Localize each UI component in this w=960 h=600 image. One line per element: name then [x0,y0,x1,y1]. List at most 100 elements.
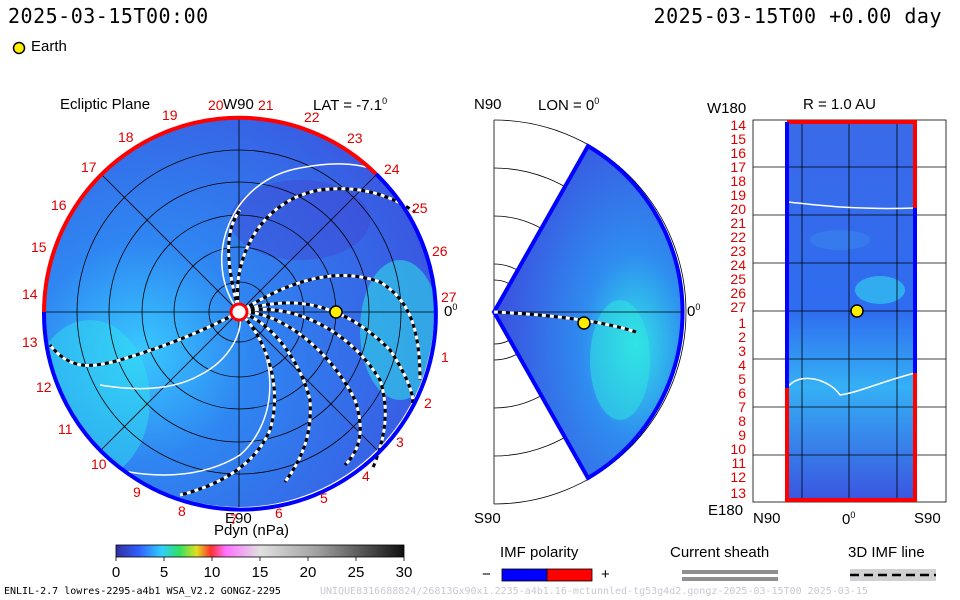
colorbar-tick: 15 [252,564,269,581]
sector-label: 25 [412,200,428,216]
imf-polarity-legend [501,568,593,582]
row-label: 25 [730,271,746,287]
earth-marker-sphere [850,304,864,318]
row-label: 12 [730,469,746,485]
sector-label: 4 [362,468,370,484]
row-label: 8 [738,413,746,429]
timestamp-left: 2025-03-15T00:00 [8,4,209,28]
sector-label: 22 [304,109,320,125]
row-label: 6 [738,385,746,401]
row-label: 15 [730,131,746,147]
sphere-boundary-negative [785,122,917,388]
ecliptic-boundary-negative [128,172,438,512]
row-label: 5 [738,371,746,387]
earth-marker-meridional [577,316,591,330]
sector-label: 9 [133,484,141,500]
footer-run-info: ENLIL-2.7 lowres-2295-a4b1 WSA_V2.2 GONG… [4,586,281,597]
meridional-boundary [491,143,685,481]
ecliptic-title: Ecliptic Plane [60,96,151,113]
ecliptic-boundary-negative-2 [41,311,132,477]
timestamp-right: 2025-03-15T00 +0.00 day [653,4,942,28]
row-label: 1 [738,315,746,331]
row-label: 26 [730,285,746,301]
low-density-region [230,180,370,260]
sector-label: 19 [162,107,178,123]
colorbar-tick: 25 [348,564,365,581]
row-label: 13 [730,485,746,501]
imf-polarity-title: IMF polarity [500,544,579,561]
earth-legend-label: Earth [31,38,67,55]
sector-label: 23 [347,130,363,146]
sphere-bottom-label: E180 [708,502,744,519]
sector-label: 5 [320,490,328,506]
sector-label: 13 [22,334,38,350]
ecliptic-sector-numbers: 1 2 3 4 5 6 7 8 9 10 11 12 13 14 15 16 1… [22,97,457,527]
colorbar-tick: 20 [300,564,317,581]
ecliptic-bottom-label: E90 [225,510,252,527]
sphere-x-label-south: S90 [914,510,941,527]
sector-label: 21 [258,97,274,113]
earth-legend [12,40,26,59]
ecliptic-top-label: W90 [223,96,254,113]
row-label: 19 [730,187,746,203]
sector-label: 27 [441,289,457,305]
ecliptic-imf-lines [48,187,422,497]
row-label: 20 [730,201,746,217]
current-sheath-legend [682,570,778,581]
imf-line-legend [850,569,936,581]
sector-label: 12 [36,379,52,395]
sector-label: 24 [384,161,400,177]
sphere-top-label: W180 [707,100,747,117]
imf-positive-swatch [546,568,593,582]
sector-label: 2 [424,395,432,411]
colorbar-title: Pdyn (nPa) [214,522,290,539]
imf-line-title: 3D IMF line [848,544,925,561]
row-label: 16 [730,145,746,161]
meridional-title: LON = 00 [538,96,600,114]
sector-label: 26 [432,243,448,259]
meridional-top-label: N90 [474,96,502,113]
ecliptic-boundary-positive [42,115,378,313]
sector-label: 11 [58,421,73,437]
imf-negative-swatch [501,568,548,582]
row-label: 24 [730,257,746,273]
pdyn-colorbar: 0 5 10 15 20 25 30 [112,544,412,581]
sector-label: 7 [230,511,238,527]
ecliptic-plot: 1 2 3 4 5 6 7 8 9 10 11 12 13 14 15 16 1… [22,97,457,527]
row-label: 21 [730,215,746,231]
sector-label: 3 [396,434,404,450]
row-label: 27 [730,299,746,315]
current-sheath-title: Current sheath [670,544,770,561]
sphere-plot: 14 15 16 17 18 19 20 21 22 23 24 25 26 2… [730,117,947,503]
row-label: 2 [738,329,746,345]
row-label: 9 [738,427,746,443]
sector-label: 17 [81,159,97,175]
row-label: 11 [731,455,746,471]
row-label: 23 [730,243,746,259]
meridional-right-label: 00 [687,302,701,320]
imf-minus-label: − [482,566,491,583]
sun-icon [229,302,249,322]
footer-run-id: UNIQUE8316688824/26813Gx90x1.2235-a4b1.1… [320,586,868,597]
earth-marker-icon [12,41,26,55]
meridional-plot [491,119,687,505]
row-label: 3 [738,343,746,359]
sphere-sheath-south [786,372,916,396]
sphere-boundary-positive [785,120,917,502]
ecliptic-right-label: 00 [444,302,458,320]
row-label: 18 [730,173,746,189]
row-label: 22 [730,229,746,245]
sector-label: 10 [91,456,107,472]
sector-label: 16 [51,197,67,213]
meridional-imf-line [493,310,637,334]
earth-marker-ecliptic [329,305,343,319]
sector-label: 1 [441,349,449,365]
sphere-title: R = 1.0 AU [803,96,876,113]
sector-label: 20 [208,97,224,113]
colorbar-tick: 0 [112,564,120,581]
sector-label: 14 [22,286,38,302]
sphere-sheath-north [786,201,916,210]
sector-label: 6 [275,505,283,521]
imf-plus-label: + [601,566,610,583]
